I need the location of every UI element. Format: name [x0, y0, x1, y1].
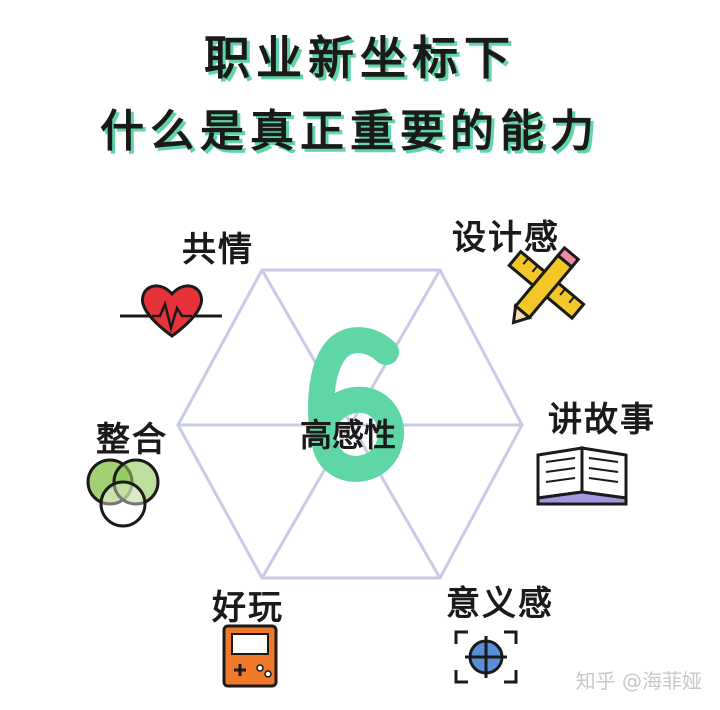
- book-icon: [536, 446, 628, 506]
- node-label-design: 设计感: [452, 218, 560, 258]
- node-label-empathy: 共情: [182, 230, 254, 270]
- venn-icon: [86, 458, 160, 528]
- node-label-storytelling: 讲故事: [548, 400, 656, 440]
- node-label-meaning: 意义感: [446, 584, 554, 624]
- node-label-play: 好玩: [212, 588, 284, 628]
- game-console-icon: [222, 624, 278, 688]
- title-line-2: 什么是真正重要的能力: [100, 106, 600, 157]
- center-six-shape: [308, 327, 404, 482]
- hexagon-frame: [176, 268, 524, 580]
- watermark: 知乎 @海菲娅: [575, 669, 702, 693]
- target-icon: [454, 630, 518, 684]
- pencil-ruler-icon: [507, 245, 586, 325]
- node-label-symphony: 整合: [96, 420, 168, 460]
- title-line-1: 职业新坐标下: [204, 31, 516, 85]
- heart-icon: [120, 284, 222, 338]
- center-label: 高感性: [300, 416, 397, 454]
